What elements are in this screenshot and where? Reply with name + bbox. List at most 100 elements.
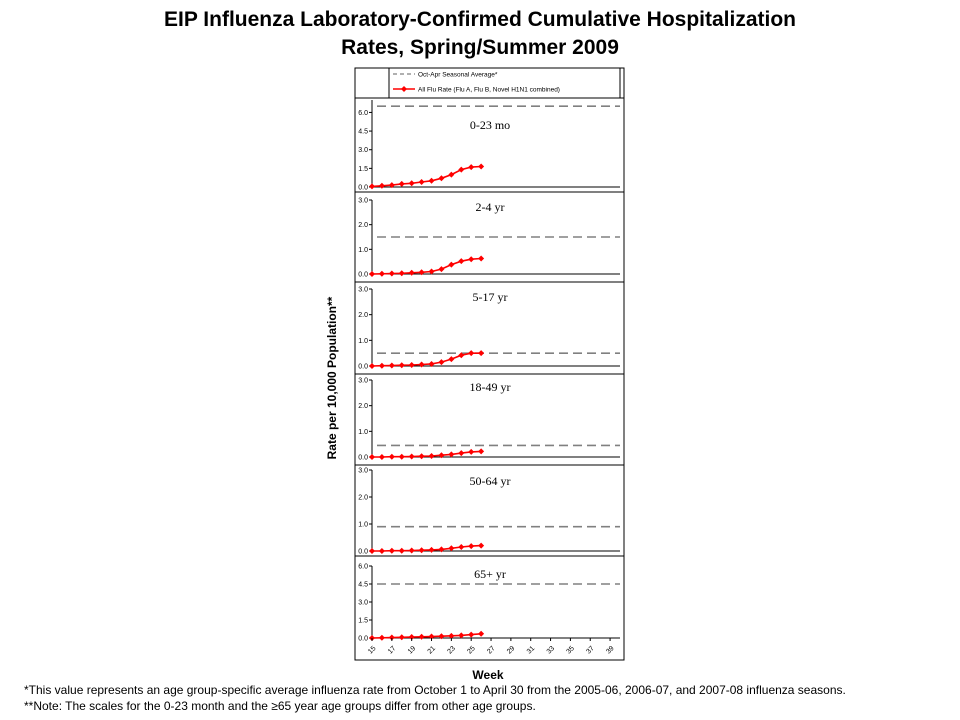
- series-line: [371, 165, 482, 188]
- data-point: [418, 633, 425, 640]
- data-point: [428, 177, 435, 184]
- data-point: [438, 633, 445, 640]
- x-tick-label: 23: [446, 645, 457, 656]
- x-tick-label: 29: [506, 645, 517, 656]
- x-axis-label: Week: [472, 668, 504, 682]
- data-point: [438, 359, 445, 366]
- y-tick-label: 1.5: [358, 618, 368, 625]
- legend-label-series: All Flu Rate (Flu A, Flu B, Novel H1N1 c…: [418, 87, 560, 94]
- y-tick-label: 1.0: [358, 429, 368, 436]
- data-point: [438, 546, 445, 553]
- y-tick-label: 3.0: [358, 198, 368, 205]
- series-line: [372, 544, 482, 552]
- data-point: [418, 179, 425, 186]
- data-point: [458, 632, 465, 639]
- data-point: [428, 546, 435, 553]
- data-point: [408, 180, 415, 187]
- data-point: [388, 634, 395, 641]
- data-point: [448, 356, 455, 363]
- data-point: [418, 361, 425, 368]
- legend-box: [388, 67, 621, 99]
- y-tick-label: 6.0: [358, 110, 368, 117]
- data-point: [468, 631, 475, 638]
- x-tick-label: 15: [367, 645, 378, 656]
- data-point: [458, 543, 465, 550]
- data-point: [398, 634, 405, 641]
- data-point: [448, 451, 455, 458]
- data-point: [378, 182, 385, 189]
- data-point: [398, 453, 405, 460]
- y-tick-label: 3.0: [358, 378, 368, 385]
- y-tick-label: 4.5: [358, 129, 368, 136]
- data-point: [428, 268, 435, 275]
- data-point: [478, 163, 485, 170]
- x-tick-label: 35: [566, 645, 577, 656]
- data-point: [448, 545, 455, 552]
- data-point: [369, 363, 375, 369]
- x-tick-label: 37: [585, 645, 596, 656]
- series-line: [371, 633, 482, 639]
- data-point: [428, 360, 435, 367]
- chart-title-line-1: EIP Influenza Laboratory-Confirmed Cumul…: [163, 8, 797, 31]
- data-point: [408, 269, 415, 276]
- y-tick-label: 3.0: [358, 287, 368, 294]
- panel-box: [354, 97, 625, 193]
- data-point: [388, 270, 395, 277]
- data-point: [398, 547, 405, 554]
- data-point: [448, 261, 455, 268]
- data-point: [378, 454, 385, 460]
- data-point: [468, 256, 475, 263]
- series-line: [372, 450, 482, 458]
- data-point: [388, 547, 395, 554]
- data-point: [408, 547, 415, 554]
- data-point: [378, 270, 385, 277]
- data-point: [408, 361, 415, 368]
- y-tick-label: 3.0: [358, 147, 368, 154]
- data-point: [378, 548, 385, 554]
- legend: Oct-Apr Seasonal Average* All Flu Rate (F…: [388, 67, 621, 99]
- panel-label: 65+ yr: [474, 567, 506, 581]
- y-tick-label: 0.0: [358, 455, 368, 462]
- data-point: [478, 350, 485, 357]
- chart-title: EIP Influenza Laboratory-Confirmed Cumul…: [0, 6, 960, 62]
- panel-18-49-yr: 0.0 1.0 2.0 3.0 18-49 yr: [354, 373, 625, 466]
- data-point: [468, 350, 475, 357]
- panel-box: [354, 555, 625, 661]
- data-point: [458, 450, 465, 457]
- data-point: [448, 632, 455, 639]
- x-tick-label: 19: [407, 645, 418, 656]
- data-point: [388, 182, 395, 189]
- panel-label: 18-49 yr: [470, 380, 511, 394]
- panel-2-4-yr: 0.0 1.0 2.0 3.0 2-4 yr: [354, 191, 625, 283]
- y-tick-label: 1.5: [358, 166, 368, 173]
- data-point: [478, 542, 485, 549]
- data-point: [458, 258, 465, 265]
- footnote-seasonal-average: *This value represents an age group-spec…: [24, 683, 846, 697]
- data-point: [418, 269, 425, 276]
- data-point: [418, 547, 425, 554]
- y-tick-label: 0.0: [358, 549, 368, 556]
- data-point: [438, 266, 445, 273]
- data-point: [428, 633, 435, 640]
- data-point: [478, 448, 485, 455]
- y-tick-label: 2.0: [358, 495, 368, 502]
- panel-label: 50-64 yr: [470, 474, 511, 488]
- data-point: [418, 453, 425, 460]
- chart-title-line-2: Rates, Spring/Summer 2009: [341, 36, 619, 59]
- data-point: [398, 270, 405, 277]
- series-line: [371, 352, 482, 367]
- legend-series-marker: [401, 86, 407, 92]
- y-tick-label: 2.0: [358, 222, 368, 229]
- x-tick-label: 17: [387, 645, 398, 656]
- y-tick-label: 1.0: [358, 247, 368, 254]
- y-tick-label: 1.0: [358, 338, 368, 345]
- x-tick-label: 33: [546, 645, 557, 656]
- series-line: [371, 257, 482, 275]
- data-point: [448, 171, 455, 178]
- panel-65-yr: 0.0 1.5 3.0 4.5 6.0 65+ yr: [354, 555, 625, 661]
- y-tick-label: 6.0: [358, 564, 368, 571]
- data-point: [398, 362, 405, 369]
- y-tick-label: 0.0: [358, 185, 368, 192]
- data-point: [478, 630, 485, 637]
